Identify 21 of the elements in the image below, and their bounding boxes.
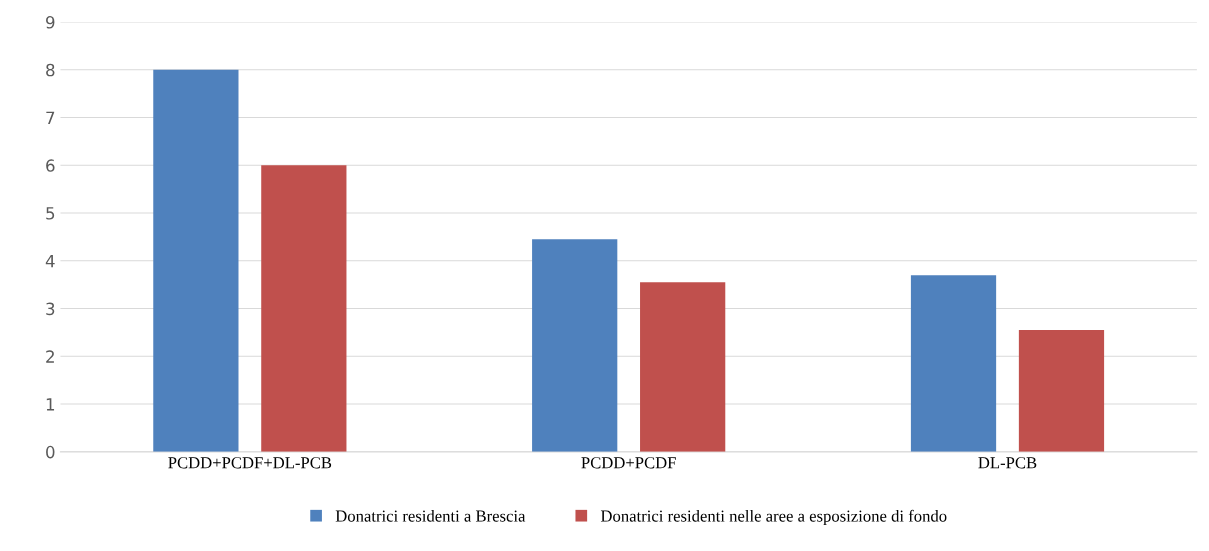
y-tick-label: 8 (46, 63, 55, 77)
bar (261, 165, 347, 452)
x-tick-label: DL-PCB (978, 457, 1037, 469)
y-tick-label: 6 (46, 159, 55, 172)
bar (640, 282, 726, 452)
y-tick-label: 2 (46, 350, 54, 363)
y-tick-label: 9 (46, 16, 55, 29)
bar (1018, 330, 1105, 452)
legend-label: Donatrici residenti a Brescia (335, 509, 526, 522)
legend-label: Donatrici residenti nelle aree a esposizione di fondo (600, 509, 947, 526)
y-tick-label: 5 (46, 207, 55, 220)
x-tick-label: PCDD+PCDF+DL-PCB (168, 457, 332, 469)
bar (532, 239, 618, 452)
bar (910, 275, 997, 452)
x-tick-label: PCDD+PCDF (581, 457, 676, 469)
y-tick-label: 4 (45, 254, 55, 268)
y-tick-label: 0 (46, 445, 55, 459)
y-tick-label: 1 (46, 398, 55, 411)
y-tick-label: 7 (46, 111, 55, 124)
bar (153, 69, 239, 452)
y-tick-label: 3 (46, 302, 55, 316)
